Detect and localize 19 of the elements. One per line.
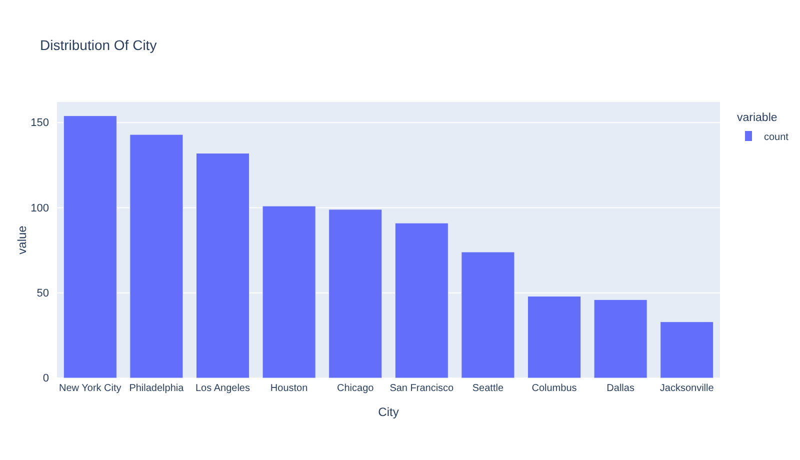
y-tick-label: 100 bbox=[30, 202, 49, 214]
x-tick-label: Jacksonville bbox=[660, 383, 714, 394]
x-tick-label: Houston bbox=[270, 383, 308, 394]
x-tick-label: Philadelphia bbox=[129, 383, 184, 394]
x-tick-label: Columbus bbox=[532, 383, 577, 394]
chart-title: Distribution Of City bbox=[40, 37, 157, 53]
x-tick-label: San Francisco bbox=[390, 383, 454, 394]
y-tick-label: 50 bbox=[36, 287, 49, 300]
x-tick-label: Dallas bbox=[606, 383, 634, 394]
y-axis-title: value bbox=[15, 225, 29, 254]
x-tick-label: Chicago bbox=[337, 383, 374, 394]
x-tick-label: Seattle bbox=[472, 383, 504, 394]
x-tick-label: New York City bbox=[59, 383, 122, 394]
y-tick-label: 150 bbox=[30, 117, 49, 130]
legend-label: count bbox=[764, 132, 789, 143]
y-tick-label: 0 bbox=[42, 372, 49, 385]
x-axis-title: City bbox=[378, 405, 399, 419]
legend-title: variable bbox=[737, 112, 778, 124]
x-tick-label: Los Angeles bbox=[196, 383, 250, 394]
